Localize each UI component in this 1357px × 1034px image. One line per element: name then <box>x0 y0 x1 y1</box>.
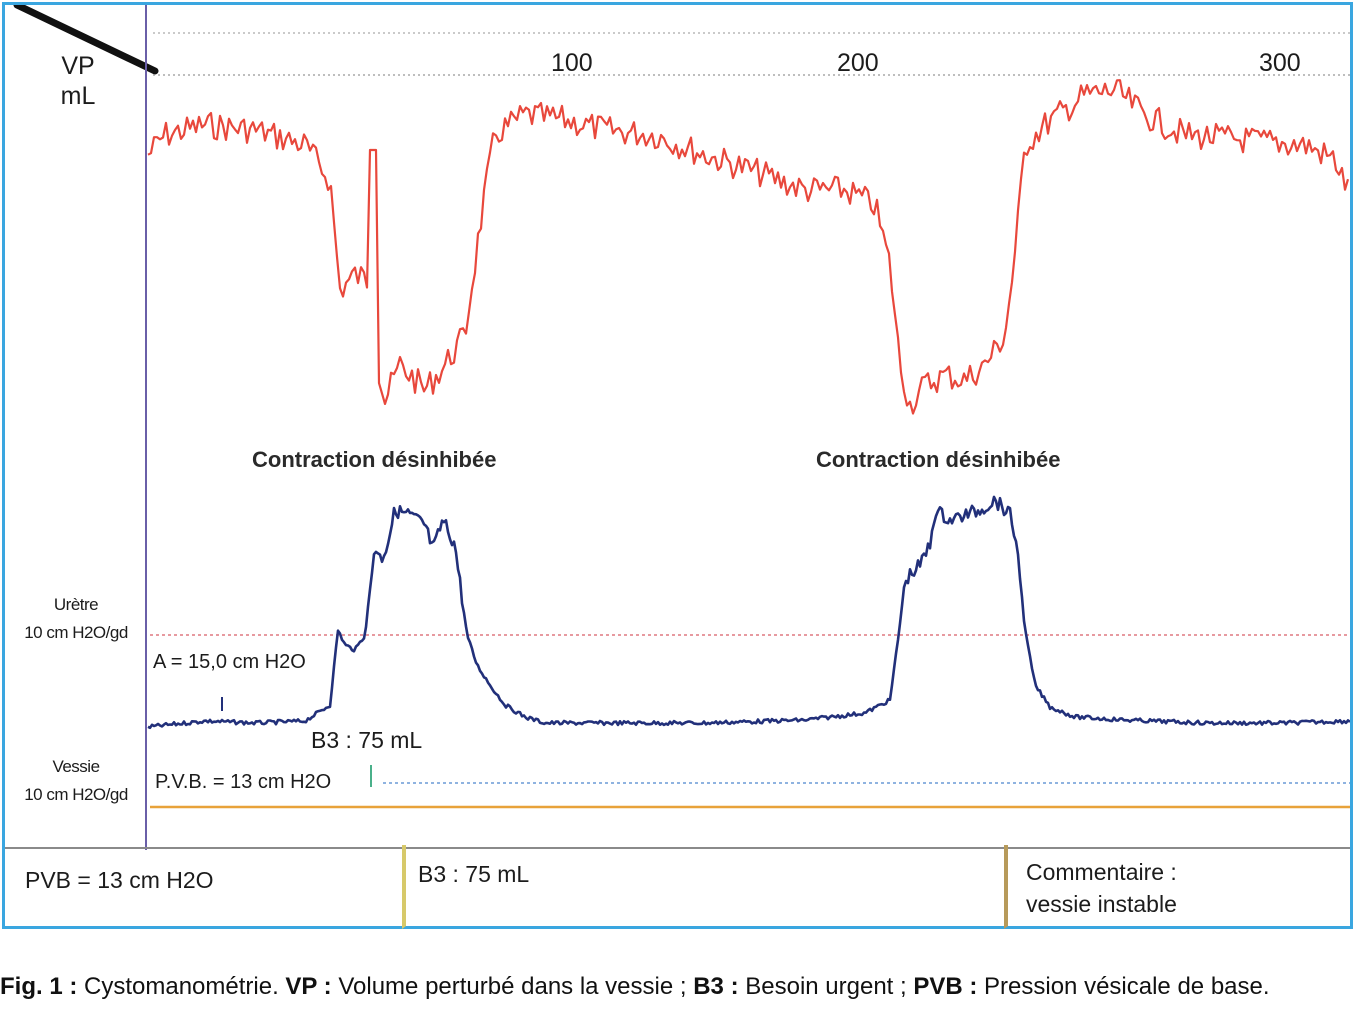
vessie-label: Vessie <box>9 753 143 781</box>
pvb-marker-label: P.V.B. = 13 cm H2O <box>155 771 331 794</box>
caption-b3-text: Besoin urgent ; <box>745 973 906 1000</box>
vessie-label-block: Vessie 10 cm H2O/gd <box>9 753 143 809</box>
info-boxes: PVB = 13 cm H2O B3 : 75 mL Commentaire :… <box>2 845 1353 929</box>
pressure-blue-trace <box>148 497 1350 728</box>
caption-vp-key: VP : <box>285 973 331 1000</box>
comment-line-2: vessie instable <box>1026 891 1177 918</box>
contraction-label-2: Contraction désinhibée <box>816 447 1060 473</box>
b3-marker-label: B3 : 75 mL <box>311 727 422 754</box>
caption-pvb-key: PVB : <box>913 973 977 1000</box>
x-tick-200: 200 <box>837 49 879 78</box>
vp-label: VP <box>43 51 113 81</box>
caption-title: Cystomanométrie. <box>84 973 279 1000</box>
amplitude-label: A = 15,0 cm H2O <box>153 651 306 674</box>
comment-line-1: Commentaire : <box>1026 859 1177 886</box>
caption-pvb-text: Pression vésicale de base. <box>984 973 1270 1000</box>
chart-frame: 100 200 300 VP mL Urètre 10 cm H2O/gd Ve… <box>2 2 1353 929</box>
uretre-scale: 10 cm H2O/gd <box>9 619 143 647</box>
caption-b3-key: B3 : <box>693 973 738 1000</box>
comment-box: Commentaire : vessie instable <box>1004 845 1353 929</box>
vessie-scale: 10 cm H2O/gd <box>9 781 143 809</box>
vp-red-trace <box>148 80 1348 413</box>
uretre-label: Urètre <box>9 591 143 619</box>
caption-vp-text: Volume perturbé dans la vessie ; <box>338 973 686 1000</box>
b3-box: B3 : 75 mL <box>402 845 1004 929</box>
vp-label-block: VP mL <box>43 51 113 111</box>
pvb-box: PVB = 13 cm H2O <box>2 845 402 929</box>
x-tick-300: 300 <box>1259 49 1301 78</box>
caption-fig: Fig. 1 : <box>0 973 77 1000</box>
contraction-label-1: Contraction désinhibée <box>252 447 496 473</box>
x-tick-100: 100 <box>551 49 593 78</box>
pvb-box-text: PVB = 13 cm H2O <box>25 867 214 894</box>
vp-unit: mL <box>43 81 113 111</box>
figure-caption: Fig. 1 : Cystomanométrie. VP : Volume pe… <box>0 970 1357 1004</box>
uretre-label-block: Urètre 10 cm H2O/gd <box>9 591 143 647</box>
b3-box-text: B3 : 75 mL <box>418 861 529 888</box>
